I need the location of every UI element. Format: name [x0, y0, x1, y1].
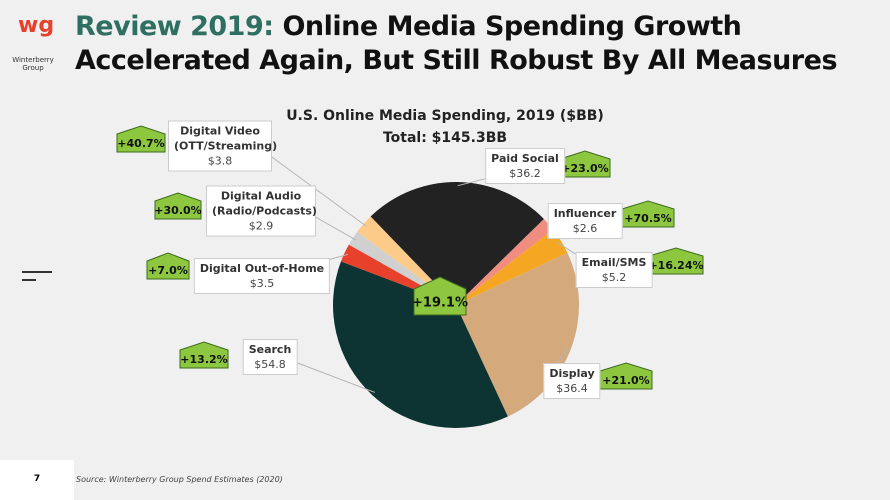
growth-label: +7.0%: [148, 264, 188, 277]
title-highlight: Review 2019:: [75, 11, 274, 42]
pie-slice: [332, 261, 508, 429]
value-label: $3.5: [249, 277, 275, 290]
growth-label: +30.0%: [154, 204, 201, 217]
page-tab: [0, 460, 74, 500]
chart-subtitle: Total: $145.3BB: [382, 130, 508, 146]
growth-label: +16.24%: [648, 259, 703, 272]
label-box: Digital Audio (Radio/Podcasts) $2.9: [206, 185, 317, 237]
label-box: Influencer $2.6: [547, 203, 623, 239]
logo-mark: wg: [18, 13, 55, 38]
growth-label: +40.7%: [117, 137, 164, 150]
growth-badge: [179, 341, 229, 369]
label-box: Digital Video (OTT/Streaming) $3.8: [168, 120, 278, 172]
growth-badge: [154, 192, 202, 220]
category-label: Digital Video (OTT/Streaming): [174, 124, 278, 153]
value-label: $36.2: [509, 167, 541, 180]
growth-label: +23.0%: [561, 162, 608, 175]
value-label: $5.2: [601, 271, 627, 284]
leader-line: [294, 361, 375, 393]
title-text: Online Media Spending Growth: [282, 11, 742, 42]
pie-slice: [456, 229, 568, 305]
chart-title: U.S. Online Media Spending, 2019 ($BB): [286, 108, 604, 124]
value-label: $2.6: [572, 222, 598, 235]
slide-title: Review 2019: Online Media Spending Growt…: [75, 10, 838, 78]
category-label: Influencer: [553, 207, 617, 220]
category-label: Paid Social: [491, 152, 559, 165]
growth-label: +70.5%: [624, 212, 671, 225]
category-label: Email/SMS: [581, 256, 647, 269]
growth-badge: [413, 276, 467, 316]
growth-label: +13.2%: [180, 353, 227, 366]
value-label: $2.9: [248, 219, 274, 233]
category-label: Display: [549, 367, 595, 380]
label-box: Display $36.4: [543, 363, 601, 399]
value-label: $36.4: [556, 382, 588, 395]
category-label: Search: [248, 343, 292, 356]
source-note: Source: Winterberry Group Spend Estimate…: [76, 475, 283, 484]
pie-slice: [370, 182, 544, 305]
value-label: $3.8: [207, 154, 233, 168]
value-label: $54.8: [254, 358, 286, 371]
label-box: Search $54.8: [242, 339, 298, 375]
logo-name: Winterberry Group: [12, 56, 54, 72]
growth-label: +21.0%: [602, 374, 649, 387]
growth-badge: [116, 125, 166, 153]
category-label: Digital Out-of-Home: [199, 262, 325, 275]
growth-badge: [146, 252, 190, 280]
pie-slice: [456, 218, 554, 305]
label-box: Email/SMS $5.2: [575, 252, 653, 288]
label-box: Digital Out-of-Home $3.5: [193, 258, 331, 294]
leader-line: [311, 214, 357, 241]
page-number: 7: [33, 474, 41, 484]
label-box: Paid Social $36.2: [485, 148, 565, 184]
growth-label: +19.1%: [412, 296, 468, 311]
category-label: Digital Audio (Radio/Podcasts): [212, 189, 317, 218]
title-text: Accelerated Again, But Still Robust By A…: [75, 45, 838, 76]
